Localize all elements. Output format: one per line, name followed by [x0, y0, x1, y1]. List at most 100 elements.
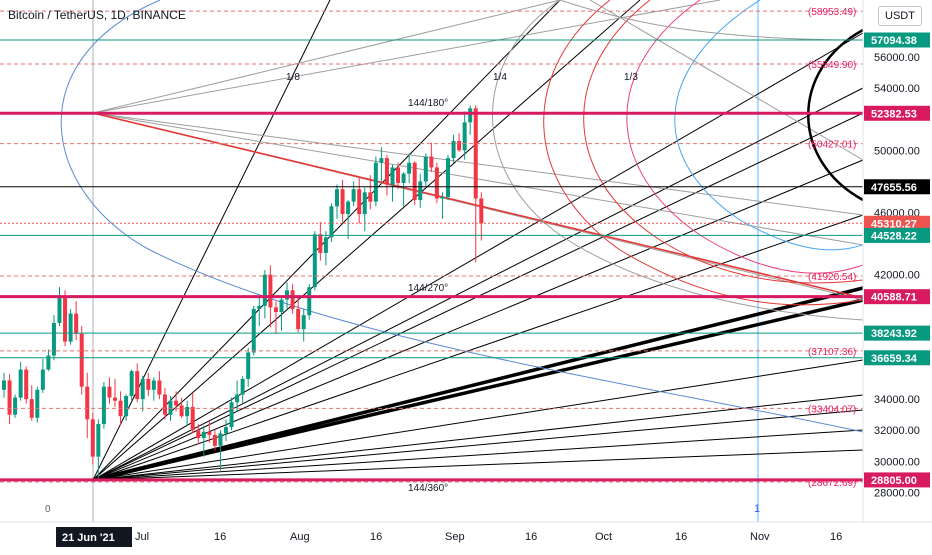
- candle-body: [318, 234, 323, 253]
- price-badge: 52382.53: [864, 105, 930, 121]
- candle-body: [335, 189, 339, 207]
- candle-body: [235, 394, 240, 403]
- y-tick-label: 34000.00: [874, 394, 920, 406]
- price-axis-bg: [863, 0, 932, 550]
- candle-body: [451, 140, 456, 159]
- candle-body: [246, 352, 251, 379]
- y-tick-label: 32000.00: [874, 425, 920, 437]
- y-tick-label: 28000.00: [874, 487, 920, 499]
- candle-body: [7, 380, 12, 415]
- fib-level-label: (50427.01): [808, 140, 856, 151]
- candle-body: [340, 189, 345, 215]
- candle-body: [18, 369, 23, 398]
- price-badge-bg: [864, 350, 930, 366]
- candle-body: [296, 308, 301, 330]
- y-tick-label: 50000.00: [874, 145, 920, 157]
- candle-body: [301, 315, 306, 330]
- price-badge-text: 40588.71: [871, 292, 917, 304]
- gann-upper-fan-line: [92, 0, 721, 114]
- candle-body: [323, 237, 328, 253]
- candle-body: [329, 206, 334, 238]
- candle-body: [290, 290, 295, 309]
- price-labels: (58953.49) (55549.90) (50427.01) (41920.54)…: [808, 7, 930, 489]
- y-tick-label: 42000.00: [874, 270, 920, 282]
- price-badge: 57094.38: [864, 32, 930, 48]
- candle-body: [379, 158, 384, 163]
- candle-body: [390, 167, 395, 185]
- gann-fan-line: [92, 32, 864, 481]
- candle-body: [273, 307, 278, 313]
- gann-fan-line: [92, 359, 864, 481]
- candle-body: [285, 290, 290, 300]
- candle-body: [151, 380, 156, 390]
- candle-body: [107, 386, 112, 398]
- x-tick-label: 16: [675, 531, 687, 543]
- candle-body: [101, 386, 106, 425]
- gann-label: 1/3: [624, 72, 638, 83]
- price-badge-text: 36659.34: [871, 353, 918, 365]
- price-badge-bg: [864, 179, 930, 195]
- gann-fan-line: [92, 394, 864, 481]
- gann-arc: [559, 0, 864, 41]
- candles-layer: [2, 105, 484, 480]
- candle-body: [85, 386, 90, 420]
- x-tick-label: 16: [370, 531, 382, 543]
- price-badge-text: 57094.38: [871, 35, 917, 47]
- gann-fan-line: [92, 429, 864, 481]
- candle-body: [13, 397, 18, 415]
- candle-body: [312, 234, 317, 288]
- candle-body: [279, 299, 284, 313]
- candle-body: [207, 431, 212, 435]
- gann-arc: [807, 28, 864, 202]
- price-badge-bg: [864, 289, 930, 305]
- fib-level-label: (37107.36): [808, 347, 856, 358]
- gann-upper-fan-line: [92, 112, 864, 246]
- gann-upper-fan-line: [92, 0, 561, 114]
- candle-body: [129, 371, 134, 397]
- currency-selector[interactable]: USDT: [878, 6, 922, 26]
- candle-body: [185, 406, 190, 417]
- price-badge-bg: [864, 472, 930, 488]
- gann-arc: [583, 0, 864, 284]
- gann-fan-line: [92, 409, 864, 481]
- y-tick-label: 30000.00: [874, 456, 920, 468]
- candle-body: [307, 287, 312, 316]
- x-tick-label: 16: [525, 531, 537, 543]
- gann-arc: [626, 0, 864, 274]
- gann-upper-fan-line: [92, 112, 864, 216]
- fib-level-label: (41920.54): [808, 272, 856, 283]
- candle-body: [63, 298, 68, 342]
- candle-body: [262, 274, 267, 306]
- candle-body: [462, 122, 467, 151]
- gann-arc: [492, 0, 864, 321]
- candle-body: [479, 198, 484, 224]
- candle-body: [79, 333, 84, 387]
- y-tick-label: 54000.00: [874, 83, 920, 95]
- candle-body: [468, 108, 473, 123]
- candle-body: [212, 434, 217, 446]
- gann-fan-line: [92, 298, 864, 482]
- gann-fan-line: [92, 449, 864, 481]
- candle-body: [240, 378, 245, 395]
- fib-level-label: (55549.90): [808, 60, 856, 71]
- current-date-text: 21 Jun '21: [62, 532, 115, 544]
- candle-body: [457, 140, 462, 151]
- candle-body: [2, 380, 6, 390]
- fib-level-label: (33404.07): [808, 404, 856, 415]
- candle-body: [224, 427, 228, 434]
- gann-label: 144/360°: [408, 483, 448, 494]
- candle-body: [190, 406, 195, 431]
- gann-label: 1/8: [286, 72, 300, 83]
- candle-body: [407, 162, 412, 174]
- candle-body: [423, 156, 428, 182]
- price-badge: 36659.34: [864, 350, 930, 366]
- fib-level-label: (58953.49): [808, 7, 856, 18]
- gann-main-line: [92, 286, 864, 482]
- candle-body: [396, 167, 401, 183]
- gann-fan-line: [92, 0, 641, 481]
- gray-diagonal-line: [589, 0, 864, 161]
- price-badge-text: 52382.53: [871, 108, 917, 120]
